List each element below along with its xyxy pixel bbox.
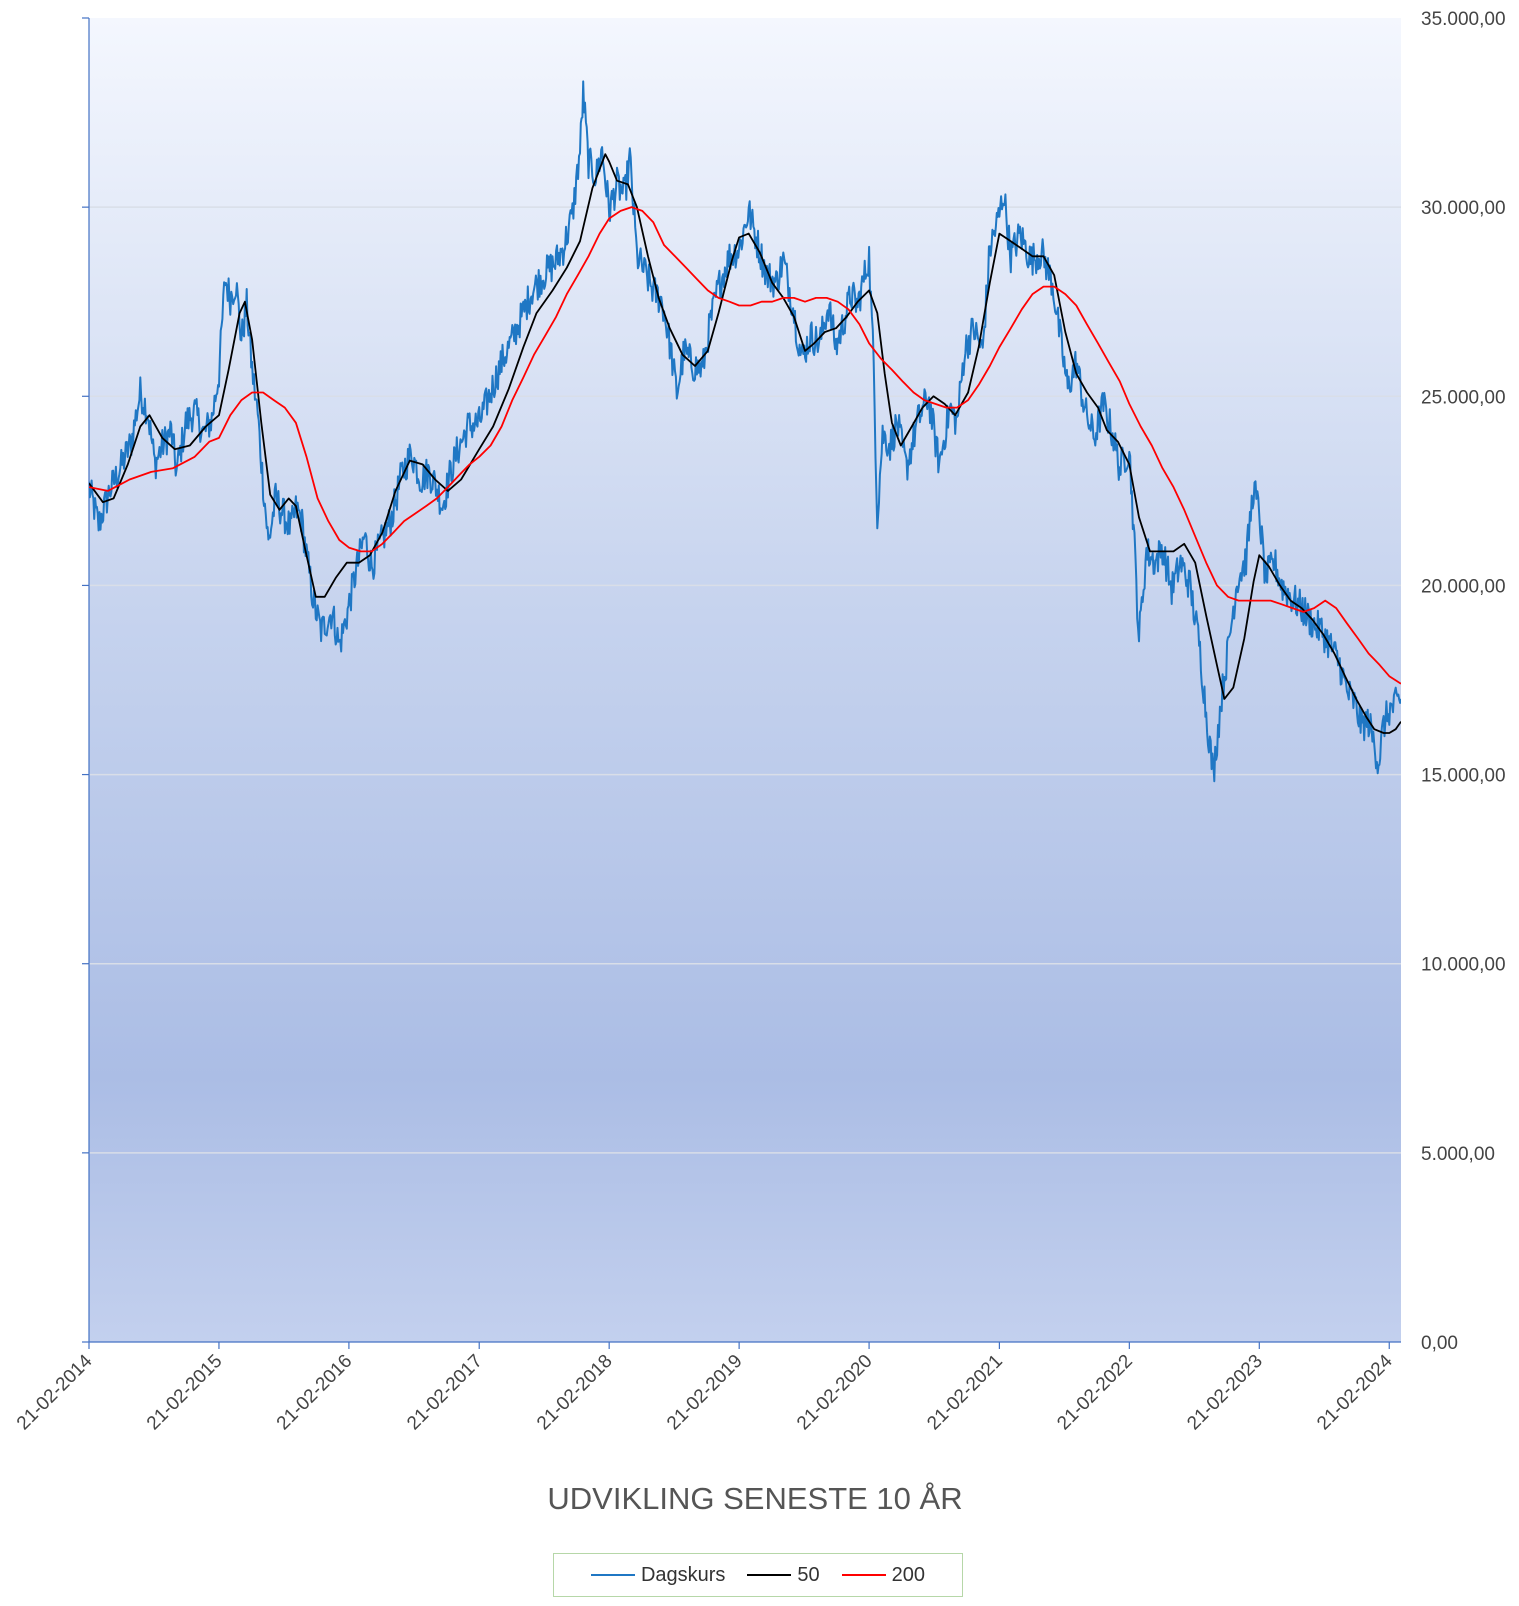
y-axis-tick-labels: 0,00 5.000,00 10.000,00 15.000,00 20.000,00 2… xyxy=(1421,9,1506,1354)
x-tick-label: 21-02-2017 xyxy=(403,1351,487,1435)
series-line-200 xyxy=(89,206,1401,685)
plot-area xyxy=(89,18,1401,1342)
x-tick-label: 21-02-2019 xyxy=(663,1351,747,1435)
series-lines xyxy=(89,80,1401,783)
series-line-50 xyxy=(89,153,1401,734)
legend-item-50: 50 xyxy=(747,1563,820,1587)
x-tick-label: 21-02-2014 xyxy=(13,1350,97,1434)
legend: Dagskurs 50 200 xyxy=(553,1553,963,1597)
legend-swatch-50 xyxy=(747,1574,792,1576)
y-tick-label: 10.000,00 xyxy=(1421,955,1506,976)
chart-title: UDVIKLING SENESTE 10 ÅR xyxy=(547,1481,962,1516)
gridlines xyxy=(89,206,1401,1154)
y-tick-label: 25.000,00 xyxy=(1421,387,1506,408)
x-tick-label: 21-02-2022 xyxy=(1053,1351,1137,1435)
y-tick-label: 15.000,00 xyxy=(1421,766,1506,787)
legend-label-200: 200 xyxy=(891,1563,926,1586)
x-tick-label: 21-02-2016 xyxy=(273,1351,357,1435)
series-line-dagskurs xyxy=(89,80,1401,783)
y-tick-label: 5.000,00 xyxy=(1421,1144,1495,1165)
x-tick-label: 21-02-2021 xyxy=(923,1351,1007,1435)
legend-label-dagskurs: Dagskurs xyxy=(640,1563,726,1586)
legend-swatch-200 xyxy=(841,1574,886,1576)
x-tick-label: 21-02-2020 xyxy=(793,1351,877,1435)
y-tick-label: 0,00 xyxy=(1421,1333,1458,1354)
x-axis-tick-labels: 21-02-2014 21-02-2015 21-02-2016 21-02-2017… xyxy=(13,1350,1397,1434)
y-tick-label: 30.000,00 xyxy=(1421,198,1506,219)
x-tick-label: 21-02-2018 xyxy=(533,1351,617,1435)
legend-item-dagskurs: Dagskurs xyxy=(590,1563,726,1587)
legend-swatch-dagskurs xyxy=(590,1574,635,1576)
x-tick-label: 21-02-2024 xyxy=(1313,1350,1397,1434)
y-tick-label: 35.000,00 xyxy=(1421,9,1506,30)
x-tick-label: 21-02-2023 xyxy=(1183,1351,1267,1435)
y-tick-label: 20.000,00 xyxy=(1421,576,1506,597)
x-tick-label: 21-02-2015 xyxy=(143,1351,227,1435)
legend-label-50: 50 xyxy=(797,1563,820,1586)
legend-item-200: 200 xyxy=(841,1563,926,1587)
axes xyxy=(82,17,1401,1349)
